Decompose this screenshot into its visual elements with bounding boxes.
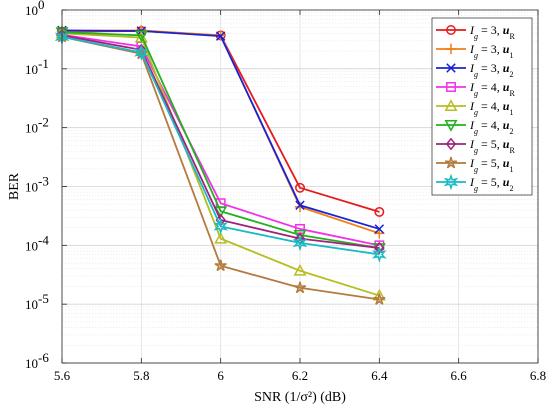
- series-1-point: [374, 206, 385, 217]
- x-tick-label: 5.8: [133, 368, 149, 383]
- legend-label: Ig = 5, u1: [469, 156, 513, 174]
- y-tick-label: 10: [25, 180, 38, 195]
- legend-item-2: Ig = 3, u1: [436, 42, 513, 60]
- y-tick-exponent: -2: [38, 115, 49, 130]
- legend-label: Ig = 3, uR: [469, 23, 515, 41]
- x-tick-label: 6: [217, 368, 224, 383]
- legend-swatch-marker: [445, 43, 457, 55]
- series-3-point: [374, 224, 385, 234]
- legend-label: Ig = 3, u2: [469, 61, 513, 79]
- series-3-point: [215, 31, 226, 41]
- series-5-line: [61, 32, 380, 297]
- series-8-point: [293, 281, 307, 294]
- series-8-line: [61, 35, 380, 301]
- y-axis-label: BER: [7, 172, 22, 200]
- legend-swatch-marker: [446, 82, 456, 92]
- x-tick-label: 6.6: [451, 368, 468, 383]
- legend-swatch-marker: [444, 120, 458, 132]
- series-7-point: [294, 232, 306, 246]
- series-6-point: [214, 206, 228, 218]
- series-5-point: [214, 231, 228, 244]
- series-1-point: [295, 182, 305, 193]
- legend-item-8: Ig = 5, u1: [436, 156, 513, 174]
- legend-swatch-marker: [443, 173, 459, 191]
- series-8-point: [214, 259, 227, 272]
- y-tick-label: 10: [25, 238, 38, 253]
- legend-item-4: Ig = 4, uR: [436, 80, 515, 98]
- x-tick-label: 5.6: [54, 368, 71, 383]
- series-9-point: [372, 246, 387, 263]
- series-5-point: [372, 288, 386, 301]
- y-tick-label: 10: [25, 121, 38, 136]
- series-4-line: [61, 33, 380, 247]
- legend-swatch-marker: [445, 137, 457, 151]
- x-tick-label: 6.4: [371, 368, 388, 383]
- series-9-line: [61, 35, 380, 256]
- y-tick-exponent: -4: [38, 232, 49, 247]
- y-tick-label: 10: [25, 297, 38, 312]
- legend-label: Ig = 4, u1: [469, 99, 513, 117]
- y-tick-exponent: 0: [38, 0, 45, 12]
- series-9-point: [213, 217, 228, 235]
- series-5-point: [293, 263, 307, 276]
- legend-label: Ig = 4, u2: [469, 118, 513, 136]
- x-axis-label: SNR (1/σ²) (dB): [254, 390, 346, 405]
- legend-swatch-marker: [444, 156, 458, 169]
- legend-swatch-marker: [446, 63, 456, 73]
- y-tick-label: 10: [25, 356, 38, 371]
- series-6-point: [134, 30, 148, 43]
- legend-item-5: Ig = 4, u1: [436, 99, 513, 117]
- series-9-point: [134, 44, 149, 61]
- legend-label: Ig = 3, u1: [469, 42, 513, 60]
- legend-label: Ig = 4, uR: [469, 80, 515, 98]
- y-tick-label: 10: [25, 62, 38, 77]
- x-tick-label: 6.2: [292, 368, 308, 383]
- legend-swatch-marker: [446, 25, 456, 35]
- y-tick-exponent: -1: [38, 56, 49, 71]
- series-3-point: [295, 200, 305, 210]
- legend-item-3: Ig = 3, u2: [436, 61, 513, 79]
- series-8-point: [373, 293, 386, 305]
- legend-label: Ig = 5, u2: [469, 175, 513, 193]
- series-7-point: [374, 241, 385, 255]
- series-6-line: [61, 31, 380, 249]
- legend-item-9: Ig = 5, u2: [436, 173, 513, 193]
- legend-item-1: Ig = 3, uR: [436, 23, 515, 41]
- legend-label: Ig = 5, uR: [469, 137, 515, 155]
- x-tick-label: 6.8: [530, 368, 546, 383]
- legend-swatch-marker: [444, 99, 458, 111]
- legend-item-6: Ig = 4, u2: [436, 118, 513, 136]
- y-tick-exponent: -5: [38, 291, 49, 306]
- series-layer: [54, 25, 387, 305]
- y-tick-exponent: -6: [38, 350, 49, 365]
- legend-item-7: Ig = 5, uR: [436, 137, 515, 155]
- y-tick-label: 10: [25, 3, 38, 18]
- y-tick-exponent: -3: [38, 174, 49, 189]
- series-9-point: [292, 234, 308, 252]
